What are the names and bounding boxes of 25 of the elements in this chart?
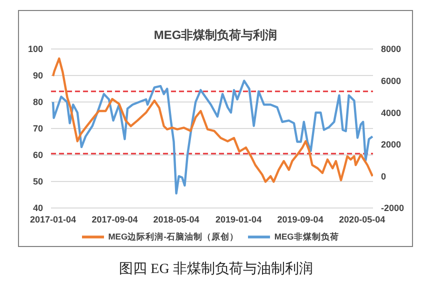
y-tick-label: 50: [32, 176, 43, 187]
y-tick-label: 70: [32, 124, 43, 134]
x-tick-label: 2017-09-04: [92, 214, 138, 224]
x-tick-label: 2019-09-04: [277, 214, 324, 224]
x-tick-label: 2019-01-04: [216, 214, 262, 224]
y2-tick-label: 6000: [381, 76, 402, 86]
y2-tick-label: 4000: [381, 108, 402, 118]
legend-label: MEG边际利润-石脑油制（原创）: [108, 231, 238, 242]
y-tick-label: 90: [32, 70, 43, 81]
chart-title: MEG非煤制负荷与利润: [152, 27, 278, 44]
x-tick-label: 2018-05-04: [153, 214, 200, 224]
y-tick-label: 40: [32, 203, 43, 214]
x-tick-label: 2020-05-04: [339, 214, 386, 224]
text: 图四 EG 非煤制负荷与油制利润: [118, 260, 314, 278]
y-tick-label: 80: [32, 97, 43, 108]
legend-label: MEG非煤制负荷: [274, 231, 339, 242]
line-series: [52, 57, 373, 183]
y2-tick-label: -2000: [381, 203, 404, 214]
y2-tick-label: 0: [381, 171, 386, 182]
y2-tick-label: 8000: [381, 44, 402, 54]
y-tick-label: 100: [28, 44, 43, 54]
line-series: [52, 80, 373, 195]
y-tick-label: 60: [32, 150, 43, 160]
y2-tick-label: 2000: [381, 140, 402, 150]
x-tick-label: 2017-01-04: [30, 214, 76, 224]
